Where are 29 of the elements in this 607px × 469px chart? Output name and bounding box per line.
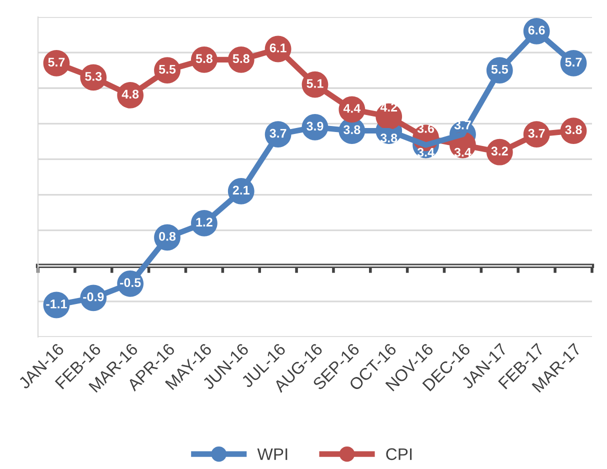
- data-label: 5.1: [306, 79, 324, 88]
- data-label: 6.6: [528, 26, 545, 35]
- data-label: 3.8: [380, 134, 398, 142]
- data-label: 5.8: [196, 54, 213, 64]
- data-label: 6.1: [270, 44, 286, 52]
- data-label: -1.1: [46, 300, 67, 308]
- data-label: 3.7: [270, 128, 286, 138]
- data-label: 3.8: [565, 125, 582, 134]
- data-label: 3.8: [344, 125, 360, 134]
- data-label: 5.5: [158, 64, 176, 74]
- data-label: 0.8: [159, 232, 176, 241]
- legend-label: WPI: [257, 448, 288, 460]
- data-label: -0.5: [120, 278, 141, 288]
- data-label: 5.3: [85, 72, 102, 81]
- data-label: 5.8: [232, 54, 250, 64]
- data-label: 1.2: [196, 218, 212, 226]
- data-label: 3.9: [306, 122, 324, 131]
- data-label: 4.4: [343, 104, 361, 113]
- data-label: 4.8: [122, 90, 139, 99]
- data-label: -0.9: [83, 292, 104, 302]
- data-label: 5.7: [48, 58, 65, 67]
- data-label: 5.7: [565, 58, 582, 67]
- data-label: 5.5: [491, 64, 508, 74]
- data-label: 3.7: [528, 128, 545, 138]
- data-label: 3.4: [417, 148, 434, 157]
- legend-label: CPI: [386, 448, 412, 460]
- data-label: 3.2: [491, 146, 508, 156]
- data-label: 3.4: [454, 148, 472, 157]
- data-label: 2.1: [232, 186, 250, 194]
